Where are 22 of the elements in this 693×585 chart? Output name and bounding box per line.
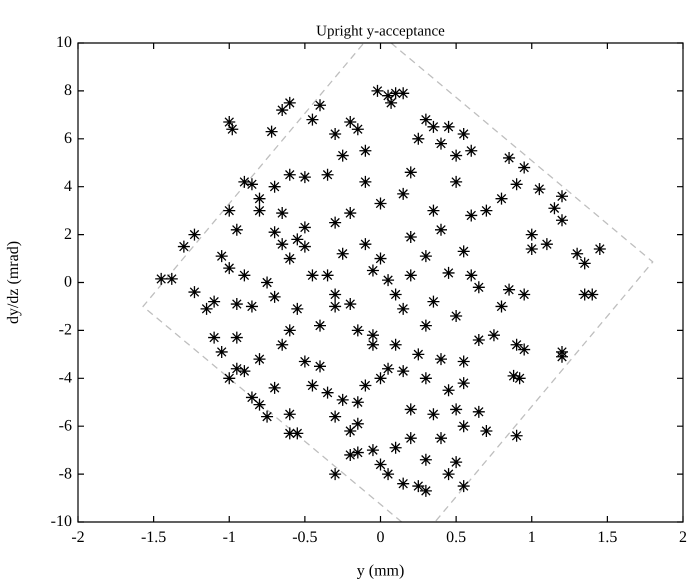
x-tick-label: -0.5 [292,528,318,546]
y-tick-label: -8 [58,465,72,482]
y-tick-label: 10 [56,34,72,52]
y-tick-label: 0 [64,274,72,291]
y-tick-label: 8 [64,82,72,100]
x-tick-label: 1 [528,528,536,546]
y-tick-label: -4 [58,370,72,387]
x-tick-label: -1.5 [140,528,166,546]
x-tick-label: 0.5 [446,528,466,546]
y-axis-title: dy/dz (mrad) [4,240,22,324]
y-tick-label: -6 [58,417,72,434]
x-tick-label: 2 [679,528,687,546]
x-tick-label: 1.5 [597,528,618,546]
x-tick-label: -1 [222,528,236,546]
y-tick-label: 4 [64,178,72,195]
y-tick-label: 2 [64,226,72,243]
y-tick-label: 6 [64,130,72,148]
x-axis-title: y (mm) [356,562,404,580]
y-tick-label: -10 [50,513,72,530]
x-tick-label: 0 [376,528,384,546]
chart-title: Upright y-acceptance [316,23,446,40]
y-tick-label: -2 [58,322,72,339]
